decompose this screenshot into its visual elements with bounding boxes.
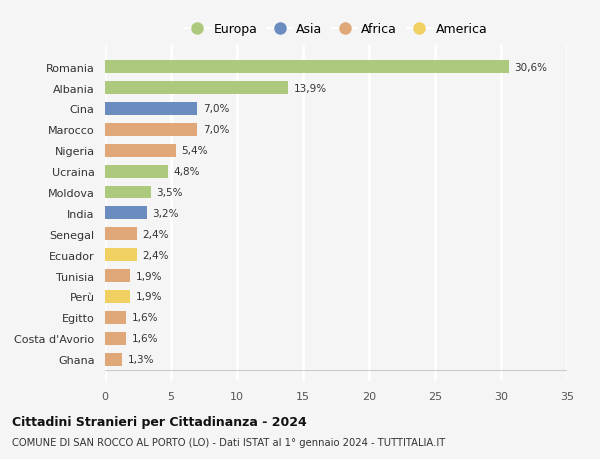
Bar [105, 228, 137, 241]
Bar [105, 165, 169, 178]
Text: 1,3%: 1,3% [127, 354, 154, 364]
Bar [105, 82, 289, 95]
Text: 1,9%: 1,9% [136, 271, 162, 281]
Text: Cittadini Stranieri per Cittadinanza - 2024: Cittadini Stranieri per Cittadinanza - 2… [12, 415, 307, 428]
Legend: Europa, Asia, Africa, America: Europa, Asia, Africa, America [185, 23, 487, 36]
Bar [105, 332, 126, 345]
Text: 3,5%: 3,5% [157, 188, 183, 197]
Text: 2,4%: 2,4% [142, 230, 169, 239]
Bar [105, 249, 137, 262]
Text: 1,6%: 1,6% [131, 333, 158, 343]
Text: 1,9%: 1,9% [136, 292, 162, 302]
Bar [105, 186, 151, 199]
Bar [105, 290, 130, 303]
Text: 1,6%: 1,6% [131, 313, 158, 323]
Text: 3,2%: 3,2% [152, 208, 179, 218]
Bar [105, 145, 176, 157]
Bar [105, 311, 126, 324]
Text: 7,0%: 7,0% [203, 125, 229, 135]
Text: 13,9%: 13,9% [294, 84, 327, 94]
Text: 7,0%: 7,0% [203, 104, 229, 114]
Bar [105, 103, 197, 116]
Text: 2,4%: 2,4% [142, 250, 169, 260]
Bar [105, 353, 122, 366]
Bar [105, 123, 197, 137]
Bar [105, 269, 130, 282]
Bar [105, 61, 509, 74]
Text: 30,6%: 30,6% [514, 62, 547, 73]
Text: 4,8%: 4,8% [173, 167, 200, 177]
Text: COMUNE DI SAN ROCCO AL PORTO (LO) - Dati ISTAT al 1° gennaio 2024 - TUTTITALIA.I: COMUNE DI SAN ROCCO AL PORTO (LO) - Dati… [12, 437, 445, 447]
Bar [105, 207, 147, 220]
Text: 5,4%: 5,4% [182, 146, 208, 156]
